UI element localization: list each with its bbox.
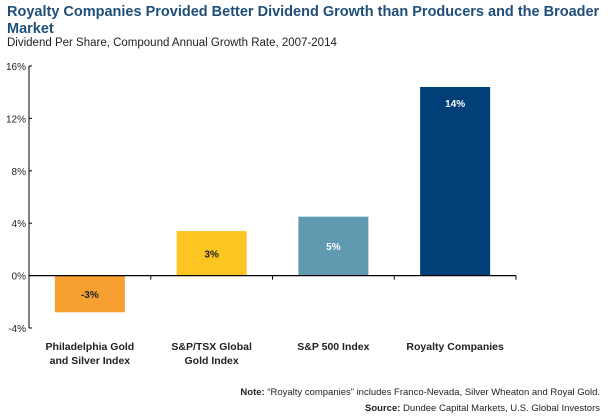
bar [176, 231, 247, 276]
bar [298, 216, 369, 276]
y-tick-label: 12% [6, 114, 26, 125]
y-tick-label: 8% [12, 167, 27, 178]
y-tick-label: 16% [6, 62, 26, 73]
x-tick-label: S&P/TSX Global [171, 341, 252, 353]
x-tick-label: Philadelphia Gold [46, 341, 135, 353]
data-label: -3% [81, 290, 99, 301]
y-tick-label: -4% [8, 324, 26, 335]
data-label: 3% [204, 249, 219, 260]
data-label: 14% [445, 99, 465, 110]
bar [54, 275, 125, 313]
note: Note: “Royalty companies” includes Franc… [240, 387, 600, 398]
y-tick-label: 4% [12, 219, 27, 230]
x-tick-label: Royalty Companies [406, 341, 504, 353]
x-tick-label: Gold Index [184, 355, 238, 367]
x-tick-label: S&P 500 Index [297, 341, 369, 353]
data-label: 5% [326, 242, 341, 253]
x-tick-label: and Silver Index [50, 355, 131, 367]
chart-title: Royalty Companies Provided Better Divide… [7, 4, 600, 37]
source-text: Dundee Capital Markets, U.S. Global Inve… [400, 403, 600, 414]
chart-subtitle: Dividend Per Share, Compound Annual Grow… [7, 37, 337, 49]
source-label: Source: [365, 403, 401, 414]
note-text: “Royalty companies” includes Franco-Neva… [264, 387, 600, 398]
bar [420, 86, 491, 276]
source: Source: Dundee Capital Markets, U.S. Glo… [365, 403, 600, 414]
note-label: Note: [240, 387, 265, 398]
y-tick-label: 0% [12, 272, 27, 283]
